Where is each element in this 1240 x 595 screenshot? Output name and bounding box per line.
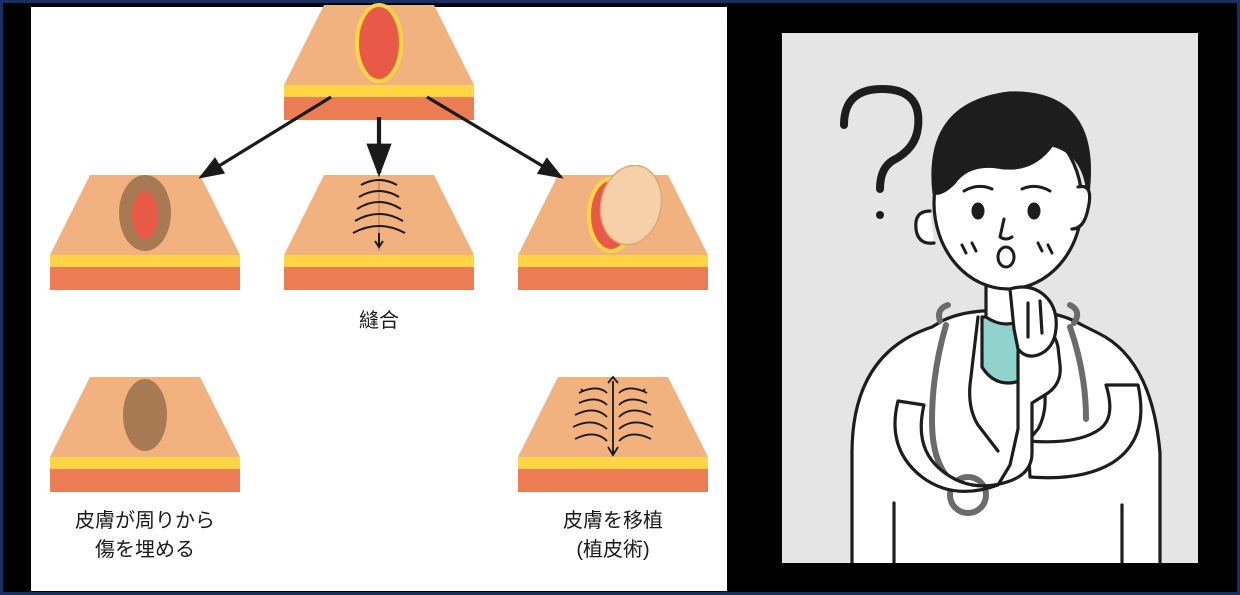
caption-right: 皮膚を移植 (植皮術) [503, 507, 723, 565]
skin-block-top [279, 0, 479, 135]
caption-left-line2: 傷を埋める [95, 539, 195, 561]
question-mark-icon [844, 89, 918, 219]
diagram-panel: 縫合 皮膚が周りから 傷を埋める 皮膚を移植 (植皮術) [31, 7, 727, 591]
caption-right-line2: (植皮術) [576, 539, 649, 561]
caption-left: 皮膚が周りから 傷を埋める [35, 507, 255, 565]
skin-block-bottom-left [45, 367, 245, 507]
frame: 縫合 皮膚が周りから 傷を埋める 皮膚を移植 (植皮術) [0, 0, 1240, 595]
skin-block-mid-right [513, 165, 713, 305]
doctor-panel [782, 33, 1198, 563]
caption-left-line1: 皮膚が周りから [75, 510, 215, 532]
skin-block-mid-left [45, 165, 245, 305]
skin-block-mid-center [279, 165, 479, 305]
doctor-illustration [782, 33, 1198, 563]
caption-right-line1: 皮膚を移植 [563, 510, 663, 532]
skin-block-bottom-right [513, 367, 713, 507]
caption-center: 縫合 [269, 307, 489, 336]
